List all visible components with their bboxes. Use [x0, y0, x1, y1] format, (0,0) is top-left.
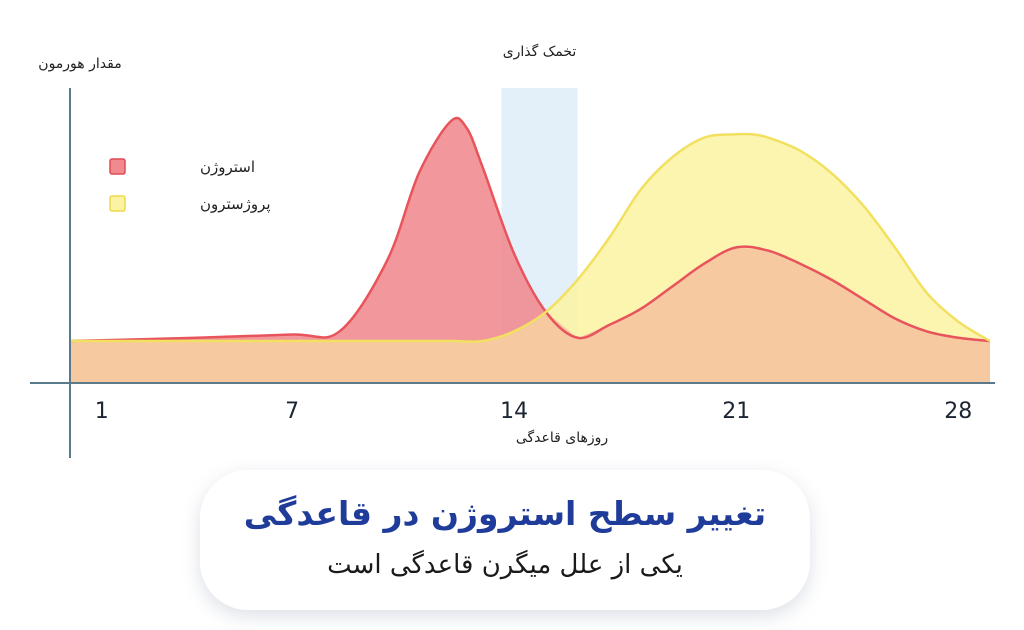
- x-tick-label: 21: [722, 399, 750, 424]
- x-axis-label: روزهای قاعدگی: [516, 429, 608, 446]
- progesterone-line: [70, 132, 991, 343]
- x-tick-label: 1: [95, 399, 109, 424]
- caption-subtitle: یکی از علل میگرن قاعدگی است: [327, 550, 683, 580]
- x-tick-labels: 1 7 14 21 28: [95, 399, 973, 424]
- x-tick-label: 28: [944, 399, 972, 424]
- caption-card: تغییر سطح استروژن در قاعدگی یکی از علل م…: [200, 470, 810, 610]
- legend: استروژن پروژسترون: [109, 158, 271, 214]
- legend-label-progesterone: پروژسترون: [200, 195, 271, 214]
- x-tick-label: 7: [285, 399, 299, 424]
- ovulation-label: تخمک گذاری: [503, 43, 577, 60]
- overlap-area: [70, 247, 990, 383]
- estrogen-line: [69, 116, 991, 343]
- y-axis-label: مقدار هورمون: [38, 56, 121, 72]
- x-tick-label: 14: [500, 399, 528, 424]
- legend-swatch-estrogen: [109, 158, 126, 175]
- legend-label-estrogen: استروژن: [200, 158, 255, 176]
- legend-swatch-progesterone: [109, 195, 126, 212]
- caption-title: تغییر سطح استروژن در قاعدگی: [243, 494, 767, 533]
